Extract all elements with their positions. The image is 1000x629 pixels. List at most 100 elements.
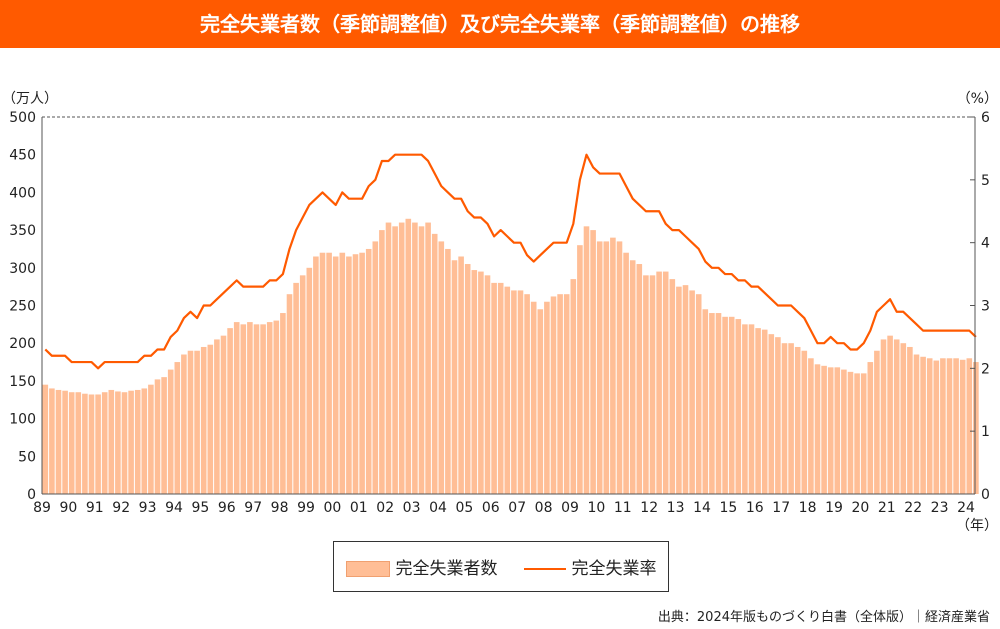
bar-mark <box>194 350 200 494</box>
x-tick-label: 89 <box>33 500 51 516</box>
x-tick-label: 04 <box>429 500 447 516</box>
bar-mark <box>966 358 973 494</box>
bar-mark <box>649 275 656 494</box>
bar-mark <box>920 356 926 494</box>
x-tick-label: 90 <box>59 500 77 516</box>
bar-mark <box>161 377 167 494</box>
x-tick-label: 06 <box>482 500 500 516</box>
bar-mark <box>524 294 530 494</box>
x-tick-label: 02 <box>376 500 394 516</box>
source-note: 出典：2024年版ものづくり白書（全体版）｜経済産業省 <box>657 610 990 625</box>
bar-mark <box>827 367 834 494</box>
bar-mark <box>174 362 181 494</box>
legend-label-line: 完全失業率 <box>571 559 657 579</box>
x-tick-label: 19 <box>825 500 843 516</box>
bar-mark <box>141 388 148 494</box>
bar-mark <box>563 294 570 494</box>
x-tick-label: 00 <box>323 500 341 516</box>
legend-item-bar: 完全失業者数 <box>345 554 498 579</box>
x-tick-label: 22 <box>904 500 922 516</box>
bar-mark <box>821 365 827 494</box>
left-tick-label: 50 <box>18 449 36 465</box>
left-tick-label: 100 <box>9 412 36 428</box>
x-tick-label: 92 <box>112 500 130 516</box>
bar-mark <box>273 320 280 494</box>
legend-item-line: 完全失業率 <box>523 554 657 579</box>
legend: 完全失業者数 完全失業率 <box>333 541 669 592</box>
bar-mark <box>907 346 913 494</box>
right-tick-label: 0 <box>981 487 990 503</box>
bar-mark <box>438 241 445 494</box>
right-tick-label: 5 <box>981 173 990 189</box>
bar-mark <box>926 358 933 494</box>
x-tick-label: 15 <box>719 500 737 516</box>
bar-mark <box>748 324 755 494</box>
bar-mark <box>260 324 266 494</box>
x-tick-label: 95 <box>191 500 209 516</box>
bar-mark <box>728 316 735 494</box>
bar-mark <box>702 309 709 494</box>
bar-mark <box>253 324 260 494</box>
bar-mark <box>616 241 623 494</box>
bar-mark <box>372 241 379 494</box>
bar-mark <box>794 346 801 494</box>
bar-mark <box>722 316 728 494</box>
left-tick-label: 300 <box>9 261 36 277</box>
bar-mark <box>42 384 49 494</box>
bar-mark <box>847 371 854 494</box>
bar-mark <box>669 279 676 494</box>
bar-mark <box>418 226 425 494</box>
x-tick-label: 08 <box>535 500 553 516</box>
bar-mark <box>781 343 788 494</box>
bar-mark <box>537 309 544 494</box>
x-tick-label: 11 <box>614 500 632 516</box>
x-tick-label: 94 <box>165 500 183 516</box>
x-tick-label: 05 <box>455 500 473 516</box>
right-tick-label: 3 <box>981 299 990 315</box>
x-tick-label: 14 <box>693 500 711 516</box>
x-tick-label: 03 <box>403 500 421 516</box>
bar-mark <box>385 222 392 494</box>
bar-mark <box>801 350 808 494</box>
bar-mark <box>900 343 907 494</box>
bar-mark <box>121 392 128 494</box>
bar-mark <box>867 362 874 494</box>
left-tick-label: 150 <box>9 374 36 390</box>
bar-mark <box>458 256 464 494</box>
bar-mark <box>834 367 841 494</box>
bar-mark <box>405 218 412 495</box>
bar-mark <box>148 384 154 494</box>
bar-mark <box>973 362 979 494</box>
bar-mark <box>49 388 55 494</box>
x-tick-label: 09 <box>561 500 579 516</box>
x-tick-label: 98 <box>271 500 289 516</box>
bar-mark <box>959 359 966 494</box>
bar-mark <box>115 391 121 494</box>
bar-mark <box>101 392 108 494</box>
x-tick-label: 12 <box>640 500 658 516</box>
bar-mark <box>425 222 431 494</box>
bar-mark <box>946 358 953 494</box>
left-tick-label: 400 <box>9 185 36 201</box>
bar-mark <box>761 329 768 494</box>
x-tick-label: 17 <box>772 500 790 516</box>
bar-mark <box>504 286 511 494</box>
bar-mark <box>445 248 451 494</box>
bar-mark <box>913 354 920 494</box>
bar-mark <box>88 394 95 494</box>
x-tick-label: 99 <box>297 500 315 516</box>
bar-mark <box>75 392 82 494</box>
bar-mark <box>880 339 887 494</box>
bar-mark <box>233 322 240 494</box>
bar-mark <box>557 294 563 494</box>
x-tick-label: 13 <box>667 500 685 516</box>
bar-mark <box>893 339 900 494</box>
bar-mark <box>709 313 715 494</box>
legend-label-bar: 完全失業者数 <box>395 559 498 579</box>
bar-mark <box>610 237 616 494</box>
bar-mark <box>695 294 702 494</box>
x-tick-label: 24 <box>957 500 975 516</box>
bar-mark <box>676 286 682 494</box>
